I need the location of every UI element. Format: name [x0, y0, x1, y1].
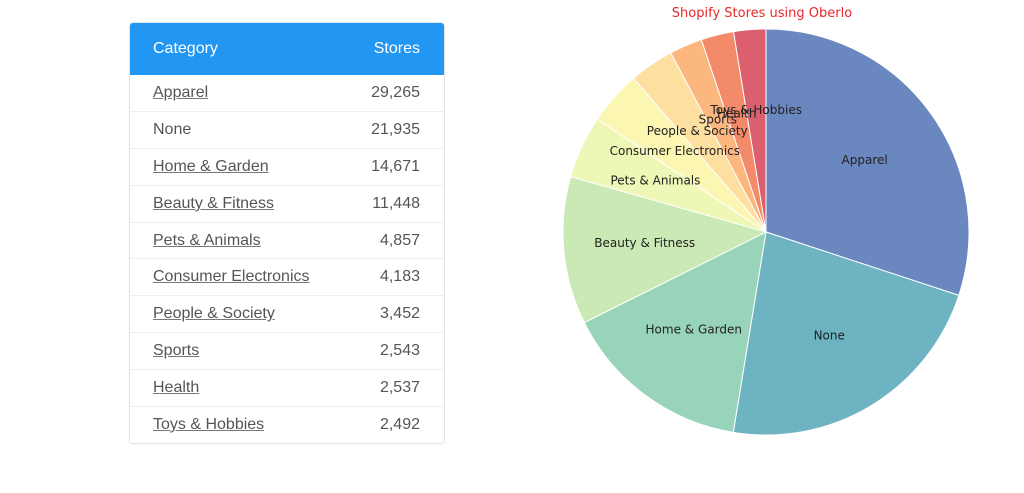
category-link[interactable]: Sports: [153, 341, 200, 359]
category-link[interactable]: Beauty & Fitness: [153, 194, 274, 212]
stores-count-cell: 4,183: [379, 268, 420, 286]
table-row: Sports 2,543: [130, 332, 444, 370]
stores-count-cell: 4,857: [379, 231, 420, 249]
table-row: Consumer Electronics 4,183: [130, 258, 444, 296]
table-row: Health 2,537: [130, 369, 444, 406]
stores-count-cell: 3,452: [379, 305, 420, 323]
pie-slice-label: Home & Garden: [646, 323, 742, 337]
category-link[interactable]: Health: [153, 378, 200, 396]
category-cell: Home & Garden: [130, 149, 353, 186]
category-cell: Consumer Electronics: [130, 259, 353, 296]
pie-slice-label: Apparel: [842, 153, 888, 167]
table-row: People & Society 3,452: [130, 295, 444, 333]
table-body: Apparel 29,265 None 21,935 Home & Garden 14,6…: [130, 75, 444, 443]
category-cell: People & Society: [130, 296, 353, 333]
pie-slice-label: Pets & Animals: [610, 173, 700, 187]
pie-slice[interactable]: [583, 231, 767, 433]
category-cell: None: [130, 112, 353, 149]
stores-count-cell: 2,537: [379, 378, 420, 396]
pie-slice[interactable]: [732, 28, 767, 233]
pie-slice-label: Beauty & Fitness: [594, 236, 695, 250]
stores-count-cell: 29,265: [371, 84, 420, 102]
category-text: None: [153, 121, 192, 139]
pie-slice-label: Consumer Electronics: [610, 144, 740, 158]
table-row: Beauty & Fitness 11,448: [130, 185, 444, 222]
pie-slice-label: People & Society: [647, 124, 748, 138]
stores-count-cell: 14,671: [371, 157, 420, 175]
stores-table: Category Stores Apparel 29,265 None 21,935 H…: [130, 23, 444, 443]
stores-count-cell: 2,543: [379, 341, 420, 359]
stores-table-card: Category Stores Apparel 29,265 None 21,935 H…: [129, 22, 445, 444]
pie-chart: Apparel None Home & Garden Beauty & Fitness…: [562, 28, 970, 436]
table-row: Apparel 29,265: [130, 75, 444, 112]
pie-labels: Apparel None Home & Garden Beauty & Fitness…: [594, 103, 887, 343]
category-link[interactable]: People & Society: [153, 305, 275, 323]
pie-slice-label: None: [814, 329, 845, 343]
pie-slices: [562, 28, 970, 436]
category-cell: Beauty & Fitness: [130, 185, 353, 222]
stores-count-cell: 21,935: [371, 121, 420, 139]
category-cell: Pets & Animals: [130, 222, 353, 259]
pie-slice[interactable]: [562, 176, 768, 324]
category-link[interactable]: Home & Garden: [153, 157, 269, 175]
stores-column-header[interactable]: Stores: [373, 40, 420, 57]
pie-slice-label: Sports: [699, 113, 737, 127]
pie-chart-container: Shopify Stores using Oberlo Apparel None H…: [540, 0, 1024, 488]
category-link[interactable]: Apparel: [153, 84, 209, 102]
category-link[interactable]: Pets & Animals: [153, 231, 261, 249]
category-link[interactable]: Consumer Electronics: [153, 268, 310, 286]
table-row: Pets & Animals 4,857: [130, 222, 444, 259]
category-link[interactable]: Toys & Hobbies: [153, 415, 265, 433]
category-cell: Toys & Hobbies: [130, 406, 353, 443]
category-cell: Apparel: [130, 75, 353, 112]
table-header-row: Category Stores: [130, 23, 444, 75]
table-row: Toys & Hobbies 2,492: [130, 406, 444, 443]
category-column-header[interactable]: Category: [153, 40, 218, 57]
stores-count-cell: 11,448: [372, 194, 420, 212]
category-cell: Health: [130, 369, 353, 406]
table-row: Home & Garden 14,671: [130, 148, 444, 186]
pie-slice-label: Health: [717, 106, 756, 120]
category-cell: Sports: [130, 333, 353, 370]
stores-count-cell: 2,492: [379, 415, 420, 433]
pie-slice[interactable]: [732, 231, 960, 436]
table-row: None 21,935: [130, 111, 444, 149]
chart-title: Shopify Stores using Oberlo: [671, 6, 853, 21]
pie-slice[interactable]: [765, 28, 970, 296]
pie-slice-label: Toys & Hobbies: [709, 103, 802, 117]
